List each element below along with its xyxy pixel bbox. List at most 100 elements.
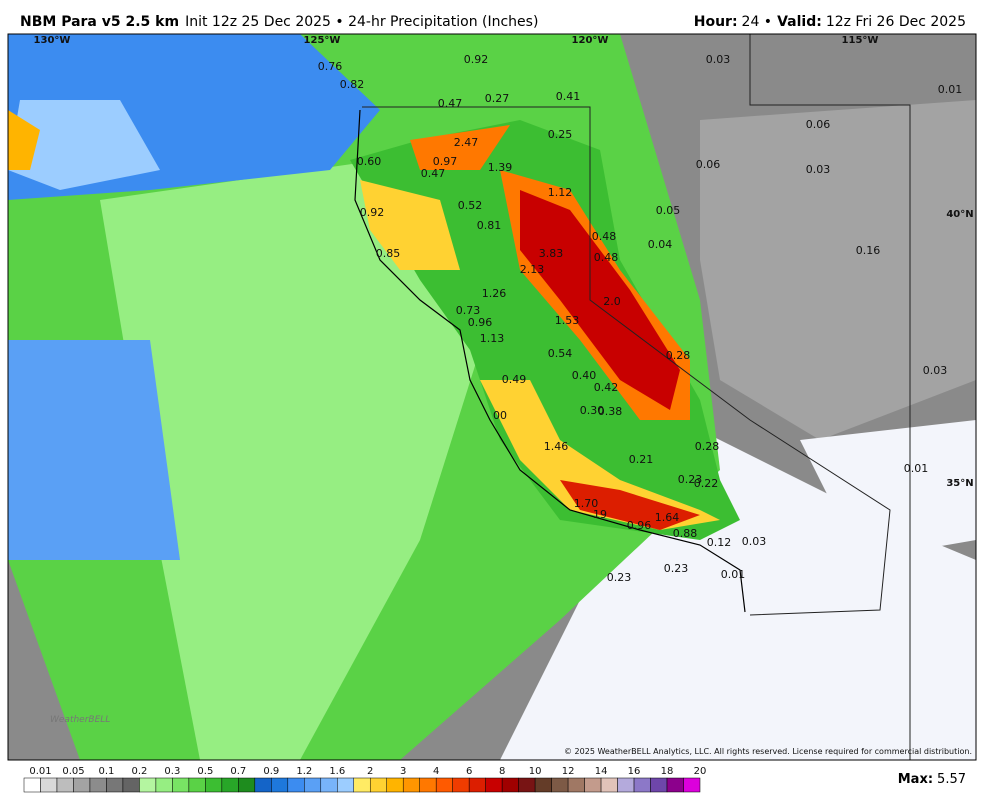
colorbar-swatch bbox=[584, 777, 602, 793]
precip-value: 1.13 bbox=[480, 332, 505, 345]
colorbar-swatch bbox=[518, 777, 536, 793]
precip-value: 0.23 bbox=[664, 562, 689, 575]
colorbar-label: 0.3 bbox=[164, 766, 180, 777]
valid-label: Valid: bbox=[777, 14, 822, 30]
colorbar-swatch bbox=[534, 777, 552, 793]
precip-value: 0.28 bbox=[695, 440, 720, 453]
colorbar-label: 0.5 bbox=[197, 766, 213, 777]
precip-value: 0.12 bbox=[707, 536, 732, 549]
precip-value: 0.16 bbox=[856, 244, 881, 257]
max-label: Max: bbox=[898, 772, 933, 787]
grid-label: 40°N bbox=[946, 209, 973, 220]
colorbar-swatch bbox=[188, 777, 206, 793]
precip-value: 00 bbox=[493, 409, 507, 422]
precip-value: 1.70 bbox=[574, 497, 599, 510]
valid-time: Hour: 24 • Valid: 12z Fri 26 Dec 2025 bbox=[694, 14, 966, 30]
colorbar-swatch bbox=[501, 777, 519, 793]
colorbar-swatch bbox=[205, 777, 223, 793]
colorbar-swatch bbox=[320, 777, 338, 793]
colorbar-swatch bbox=[650, 777, 668, 793]
precip-value: 0.88 bbox=[673, 527, 698, 540]
title: NBM Para v5 2.5 km Init 12z 25 Dec 2025 •… bbox=[20, 14, 538, 30]
precip-value: 0.49 bbox=[502, 373, 527, 386]
precip-value: 0.52 bbox=[458, 199, 483, 212]
precip-value: 0.01 bbox=[938, 83, 963, 96]
grid-label: 35°N bbox=[946, 478, 973, 489]
colorbar-swatch bbox=[221, 777, 239, 793]
precip-value: 0.01 bbox=[721, 568, 746, 581]
colorbar-swatch bbox=[633, 777, 651, 793]
colorbar-label: 0.7 bbox=[230, 766, 246, 777]
colorbar-swatch bbox=[683, 777, 701, 793]
grid-label: 125°W bbox=[304, 35, 341, 46]
precip-value: 2.47 bbox=[454, 136, 479, 149]
precip-value: 0.96 bbox=[627, 519, 652, 532]
precip-value: 0.21 bbox=[629, 453, 654, 466]
map bbox=[8, 34, 976, 760]
precip-value: 0.22 bbox=[694, 477, 719, 490]
colorbar-swatch bbox=[600, 777, 618, 793]
precip-value: 19 bbox=[593, 508, 607, 521]
colorbar: 0.01 0.05 0.1 0.2 0.3 0.5 0.7 0.9 1.2 1.6 2 3 4 6 8 10 1… bbox=[23, 766, 707, 793]
precip-value: 0.40 bbox=[572, 369, 597, 382]
precip-value: 0.38 bbox=[598, 405, 623, 418]
colorbar-swatch bbox=[551, 777, 569, 793]
model-name: NBM Para v5 2.5 km bbox=[20, 14, 179, 30]
precip-value: 1.46 bbox=[544, 440, 569, 453]
colorbar-swatch bbox=[402, 777, 420, 793]
colorbar-swatch bbox=[122, 777, 140, 793]
copyright: © 2025 WeatherBELL Analytics, LLC. All r… bbox=[564, 747, 972, 756]
description: Init 12z 25 Dec 2025 • 24-hr Precipitati… bbox=[185, 14, 538, 30]
colorbar-label: 14 bbox=[595, 766, 608, 777]
grid-labels: 130°W 125°W 120°W 115°W 40°N 35°N bbox=[34, 35, 974, 489]
colorbar-swatch bbox=[468, 777, 486, 793]
colorbar-swatch bbox=[419, 777, 437, 793]
colorbar-label: 20 bbox=[694, 766, 707, 777]
colorbar-label: 0.9 bbox=[263, 766, 279, 777]
colorbar-label: 1.2 bbox=[296, 766, 312, 777]
precip-value: 0.23 bbox=[607, 571, 632, 584]
colorbar-swatch bbox=[369, 777, 387, 793]
hour-label: Hour: bbox=[694, 14, 738, 30]
precip-value: 1.39 bbox=[488, 161, 513, 174]
colorbar-swatch bbox=[485, 777, 503, 793]
precip-value: 0.76 bbox=[318, 60, 343, 73]
colorbar-label: 8 bbox=[499, 766, 505, 777]
colorbar-label: 6 bbox=[466, 766, 472, 777]
colorbar-swatch bbox=[254, 777, 272, 793]
precip-value: 0.81 bbox=[477, 219, 502, 232]
precip-value: 0.82 bbox=[340, 78, 365, 91]
precip-value: 0.60 bbox=[357, 155, 382, 168]
colorbar-label: 1.6 bbox=[329, 766, 345, 777]
precip-value: 0.28 bbox=[666, 349, 691, 362]
precip-value: 0.30 bbox=[580, 404, 605, 417]
colorbar-swatch bbox=[271, 777, 289, 793]
colorbar-swatch bbox=[452, 777, 470, 793]
colorbar-label: 18 bbox=[661, 766, 674, 777]
max-value: 5.57 bbox=[937, 772, 966, 787]
grid-label: 130°W bbox=[34, 35, 71, 46]
precip-value: 0.48 bbox=[592, 230, 617, 243]
precip-value: 1.12 bbox=[548, 186, 573, 199]
precip-value: 0.92 bbox=[360, 206, 385, 219]
max: Max: 5.57 bbox=[898, 772, 966, 787]
precip-value: 0.96 bbox=[468, 316, 493, 329]
precip-value: 0.54 bbox=[548, 347, 573, 360]
colorbar-label: 0.1 bbox=[98, 766, 114, 777]
valid: 12z Fri 26 Dec 2025 bbox=[826, 14, 966, 30]
precip-value: 2.0 bbox=[603, 295, 621, 308]
colorbar-swatch bbox=[287, 777, 305, 793]
precip-value: 0.23 bbox=[678, 473, 703, 486]
precip-value: 0.41 bbox=[556, 90, 581, 103]
colorbar-swatch bbox=[304, 777, 322, 793]
precip-value: 0.85 bbox=[376, 247, 401, 260]
grid-label: 120°W bbox=[572, 35, 609, 46]
colorbar-label: 2 bbox=[367, 766, 373, 777]
colorbar-label: 10 bbox=[529, 766, 542, 777]
colorbar-swatch bbox=[666, 777, 684, 793]
colorbar-swatch bbox=[567, 777, 585, 793]
precip-value: 0.42 bbox=[594, 381, 619, 394]
precip-value: 0.47 bbox=[438, 97, 463, 110]
